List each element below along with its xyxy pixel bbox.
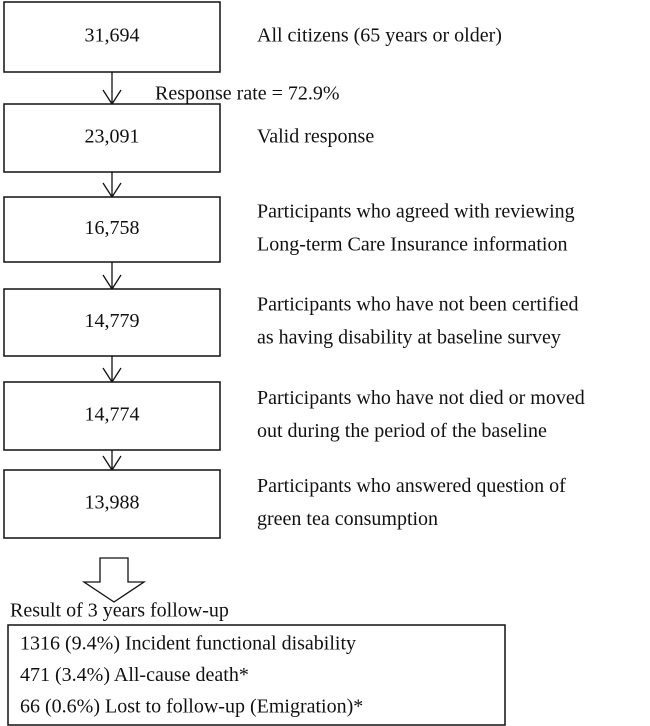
node-description: Participants who have not been certified: [257, 294, 579, 316]
node-description: Participants who have not died or moved: [257, 387, 585, 409]
node-box: [3, 381, 221, 451]
node-count: 13,988: [85, 492, 140, 514]
node-count: 16,758: [85, 217, 140, 239]
arrow: [102, 356, 122, 384]
result-item: 1316 (9.4%) Incident functional disabili…: [20, 633, 356, 655]
result-title: Result of 3 years follow-up: [10, 600, 229, 622]
arrow: [102, 450, 122, 472]
result-item: 66 (0.6%) Lost to follow-up (Emigration)…: [20, 696, 363, 718]
node-box: [3, 196, 221, 263]
arrow: [102, 262, 122, 291]
node-description: Participants who agreed with reviewing: [257, 201, 575, 223]
node-box: [3, 469, 221, 539]
arrow: [102, 172, 122, 199]
node-count: 14,779: [85, 310, 140, 332]
node-description: Valid response: [257, 126, 374, 148]
node-count: 23,091: [85, 126, 140, 148]
arrow: [102, 72, 122, 106]
node-description: out during the period of the baseline: [257, 420, 547, 442]
big-arrow: [81, 557, 147, 603]
node-count: 31,694: [85, 25, 140, 47]
result-item: 471 (3.4%) All-cause death*: [20, 664, 249, 686]
response-rate: Response rate = 72.9%: [155, 83, 340, 105]
node-count: 14,774: [85, 404, 140, 426]
node-description: Long-term Care Insurance information: [257, 234, 567, 256]
node-description: green tea consumption: [257, 508, 438, 530]
result-box: [7, 624, 506, 726]
node-box: [3, 103, 221, 173]
node-description: All citizens (65 years or older): [257, 25, 502, 47]
node-description: Participants who answered question of: [257, 475, 566, 497]
node-box: [3, 1, 221, 73]
node-description: as having disability at baseline survey: [257, 327, 561, 349]
